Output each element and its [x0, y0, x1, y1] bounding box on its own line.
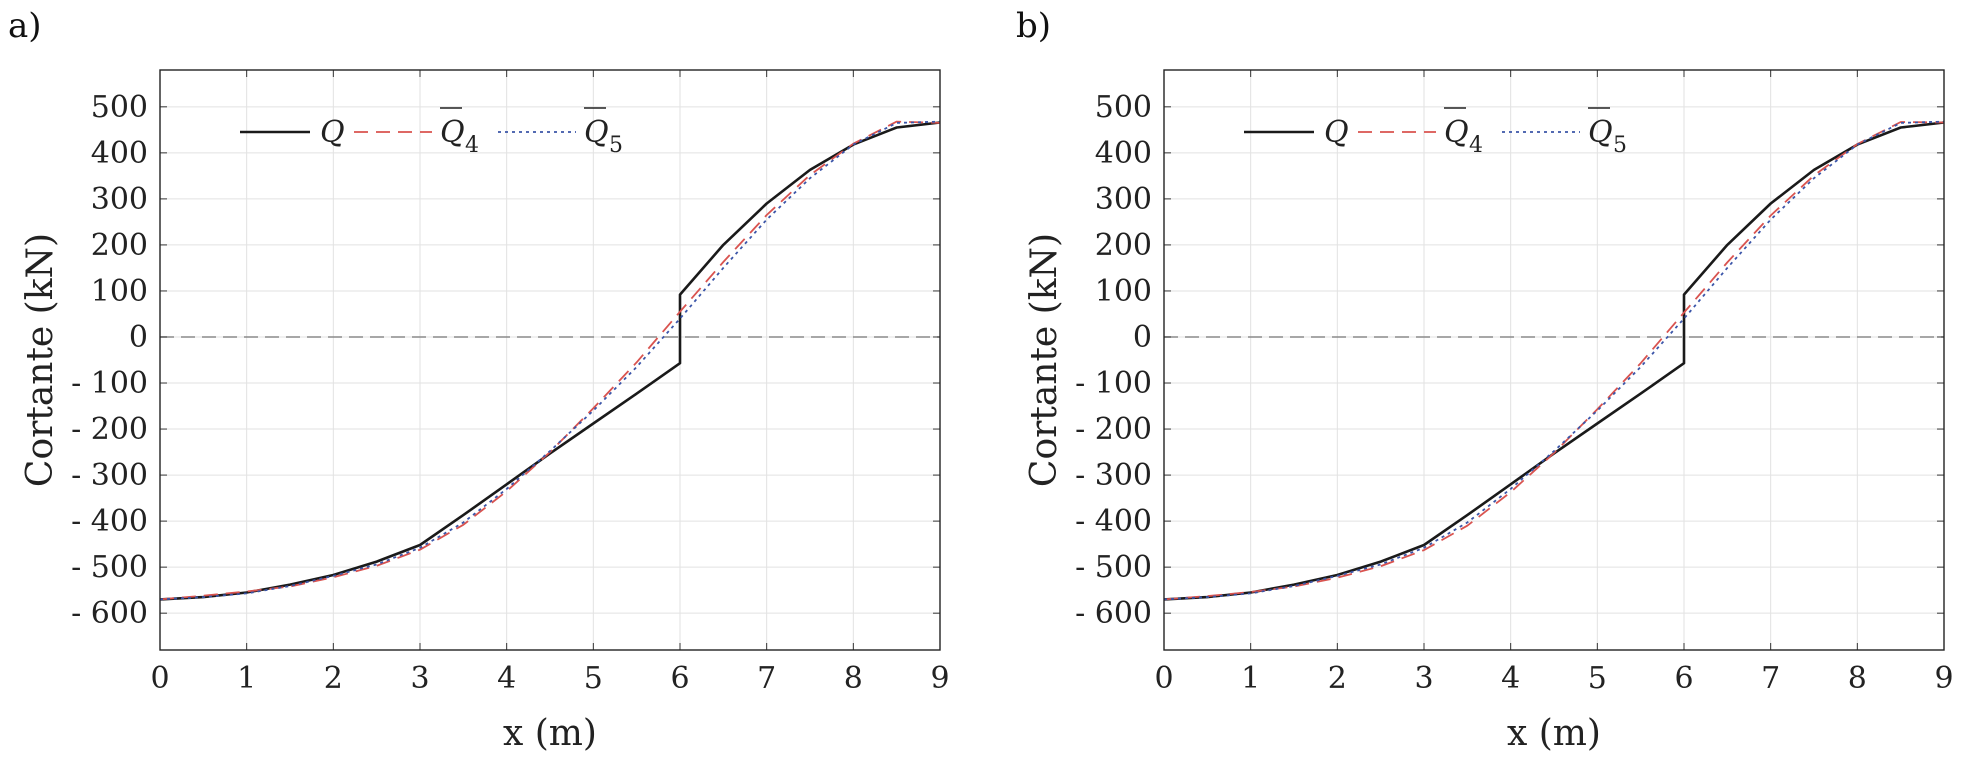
y-tick-label: - 600 [71, 596, 148, 631]
series-line-Q4 [1163, 121, 1945, 601]
y-tick-label: 100 [1095, 274, 1152, 309]
legend-entry-label: Q [584, 115, 609, 150]
x-axis-label: x (m) [503, 713, 597, 754]
y-tick-label: 400 [91, 136, 148, 171]
x-tick-label: 1 [237, 661, 256, 696]
y-tick-label: - 200 [71, 412, 148, 447]
x-tick-label: 4 [497, 661, 516, 696]
x-tick-label: 9 [930, 661, 949, 696]
legend-entry-label: Q [1444, 115, 1469, 150]
y-tick-label: 100 [91, 274, 148, 309]
legend-entry-label: Q [1588, 115, 1613, 150]
legend-entry-subscript: 4 [465, 133, 479, 158]
x-tick-label: 8 [1848, 661, 1867, 696]
y-tick-label: - 100 [71, 366, 148, 401]
y-axis-label: Cortante (kN) [20, 233, 61, 487]
x-tick-label: 3 [1414, 661, 1433, 696]
x-tick-label: 7 [1761, 661, 1780, 696]
legend-entry-subscript: 4 [1469, 133, 1483, 158]
shear-chart-b: 0 1 2 3 4 5 6 7 8 9 500 400 300 200 100 0 - 100 - 200 - 30… [1024, 69, 1954, 754]
series-line-Q [1163, 121, 1945, 601]
y-tick-label: - 300 [1075, 458, 1152, 493]
y-tick-label: 500 [91, 90, 148, 125]
x-tick-label: 0 [1154, 661, 1173, 696]
y-tick-label: - 600 [1075, 596, 1152, 631]
x-tick-label: 6 [670, 661, 689, 696]
y-tick-label: - 500 [1075, 550, 1152, 585]
x-tick-label: 2 [324, 661, 343, 696]
series-line-Q5 [1163, 120, 1945, 601]
y-tick-label: - 400 [1075, 504, 1152, 539]
y-tick-label: 0 [129, 320, 148, 355]
y-tick-label: 300 [91, 182, 148, 217]
series-line-Q4 [159, 120, 941, 601]
chart-panel-b: b) 0 1 2 3 4 5 6 7 8 9 500 400 300 200 100 0 - 100 - 200 -… [988, 0, 1976, 766]
series-line-Q [159, 121, 941, 601]
legend-entry-label: Q [320, 115, 345, 150]
y-tick-label: 300 [1095, 182, 1152, 217]
plot-frame [159, 69, 941, 651]
plot-frame [1163, 69, 1945, 651]
y-tick-label: - 400 [71, 504, 148, 539]
legend-entry-subscript: 5 [1613, 133, 1627, 158]
y-tick-label: - 500 [71, 550, 148, 585]
panel-label: a) [8, 6, 42, 46]
x-tick-label: 0 [150, 661, 169, 696]
x-tick-label: 5 [1588, 661, 1607, 696]
legend-entry-label: Q [440, 115, 465, 150]
y-tick-label: - 200 [1075, 412, 1152, 447]
chart-panel-a: a) 0 1 2 3 4 5 6 7 8 9 500 400 300 200 100 0 - 100 - 200 -… [0, 0, 988, 766]
x-tick-label: 3 [410, 661, 429, 696]
series-line-Q5 [159, 120, 941, 601]
y-tick-label: 400 [1095, 136, 1152, 171]
y-tick-label: 0 [1133, 320, 1152, 355]
x-tick-label: 6 [1674, 661, 1693, 696]
x-tick-label: 2 [1328, 661, 1347, 696]
x-tick-label: 8 [844, 661, 863, 696]
legend-entry-label: Q [1324, 115, 1349, 150]
x-tick-label: 4 [1501, 661, 1520, 696]
y-tick-label: 500 [1095, 90, 1152, 125]
x-tick-label: 1 [1241, 661, 1260, 696]
shear-chart-a: 0 1 2 3 4 5 6 7 8 9 500 400 300 200 100 0 - 100 - 200 - 30… [20, 69, 950, 754]
y-tick-label: 200 [91, 228, 148, 263]
x-tick-label: 5 [584, 661, 603, 696]
y-tick-label: - 100 [1075, 366, 1152, 401]
x-axis-label: x (m) [1507, 713, 1601, 754]
panel-label: b) [1016, 6, 1052, 46]
y-tick-label: 200 [1095, 228, 1152, 263]
legend-entry-subscript: 5 [609, 133, 623, 158]
y-tick-label: - 300 [71, 458, 148, 493]
x-tick-label: 7 [757, 661, 776, 696]
x-tick-label: 9 [1934, 661, 1953, 696]
y-axis-label: Cortante (kN) [1024, 233, 1065, 487]
